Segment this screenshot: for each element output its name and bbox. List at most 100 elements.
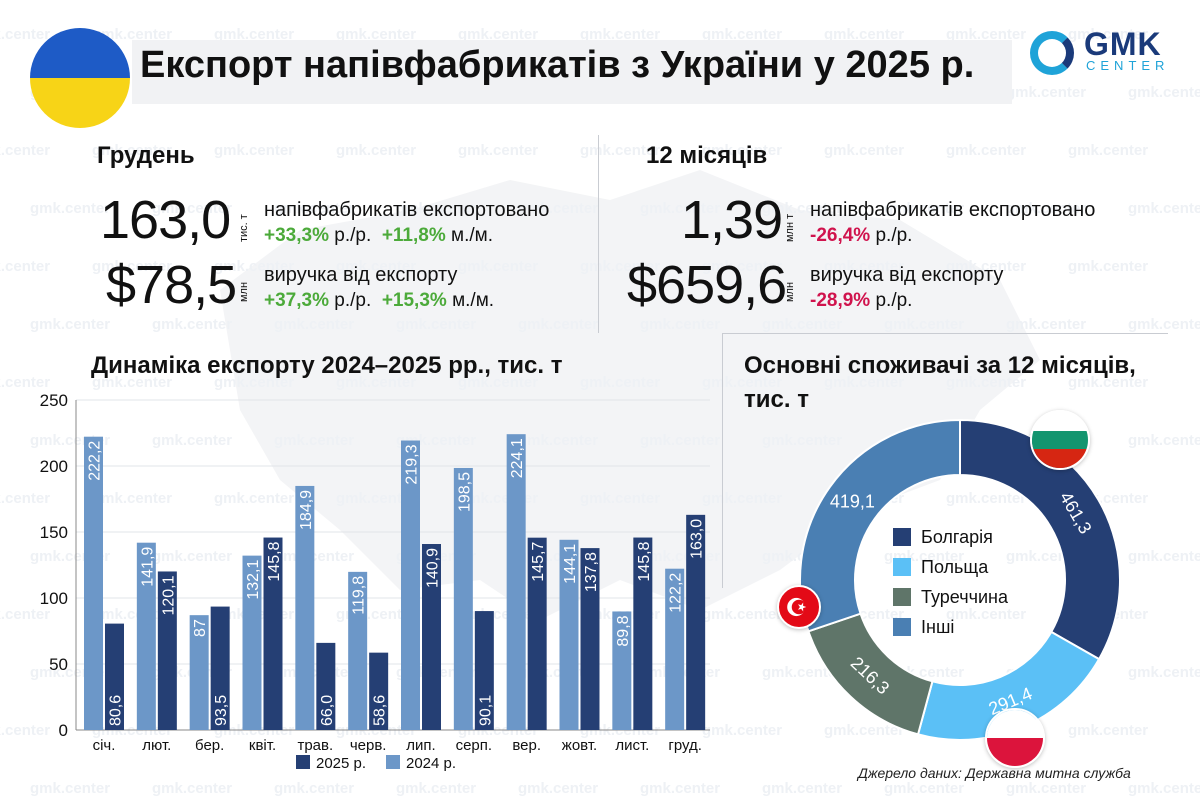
legend-label: Болгарія (921, 526, 993, 547)
december-volume-yoy: +33,3% (264, 225, 329, 246)
bar-label-2024: 141,9 (139, 547, 156, 587)
watermark-text: gmk.center (152, 780, 233, 797)
legend-swatch-2024 (386, 755, 400, 769)
bar-label-2025: 137,8 (583, 552, 600, 592)
mom-label: м./м. (451, 225, 493, 246)
watermark-text: gmk.center (640, 316, 721, 333)
bar-2025 (474, 611, 494, 730)
bar-chart-title: Динаміка експорту 2024–2025 рр., тис. т (91, 352, 563, 379)
watermark-text: gmk.center (0, 142, 51, 159)
y-tick-label: 250 (40, 391, 68, 410)
watermark-text: gmk.center (518, 780, 599, 797)
x-tick-label: лип. (406, 737, 435, 754)
watermark-text: gmk.center (946, 142, 1027, 159)
legend-label: Туреччина (921, 586, 1008, 607)
december-volume-mom: +11,8% (381, 225, 446, 246)
year-revenue-value: $659,6 (627, 255, 787, 315)
watermark-text: gmk.center (30, 780, 111, 797)
ukraine-flag-icon (30, 28, 130, 128)
bar-label-2025: 163,0 (689, 519, 706, 559)
donut-title-line1: Основні споживачі за 12 місяців, (744, 352, 1136, 380)
legend-label: Інші (921, 616, 955, 637)
bar-2025 (316, 642, 336, 730)
x-tick-label: серп. (456, 737, 492, 754)
donut-slice-others (799, 418, 961, 633)
bar-label-2024: 144,1 (562, 544, 579, 584)
x-tick-label: вер. (512, 737, 541, 754)
december-volume-desc: напівфабрикатів експортовано (264, 199, 550, 221)
watermark-text: gmk.center (1128, 316, 1200, 333)
logo-sub-text: CENTER (1086, 58, 1170, 73)
year-volume-desc: напівфабрикатів експортовано (810, 199, 1096, 221)
legend-item-bulgaria: Болгарія (893, 522, 1008, 552)
watermark-text: gmk.center (152, 316, 233, 333)
kpi-divider (598, 135, 599, 333)
watermark-text: gmk.center (458, 258, 539, 275)
legend-item-poland: Польща (893, 552, 1008, 582)
bar-label-2024: 198,5 (456, 472, 473, 512)
bar-label-2024: 122,2 (668, 573, 685, 613)
watermark-text: gmk.center (518, 316, 599, 333)
watermark-text: gmk.center (0, 258, 51, 275)
december-revenue-yoy: +37,3% (264, 290, 329, 311)
december-revenue-desc: виручка від експорту (264, 264, 458, 286)
legend-swatch (893, 528, 911, 546)
y-tick-label: 200 (40, 457, 68, 476)
watermark-text: gmk.center (396, 316, 477, 333)
bar-2024 (559, 539, 579, 730)
watermark-text: gmk.center (640, 780, 721, 797)
bar-2024 (665, 568, 685, 730)
bar-2024 (401, 440, 420, 730)
watermark-text: gmk.center (1006, 316, 1087, 333)
year-volume-unit: млн т (784, 213, 796, 242)
bar-2025 (580, 548, 600, 730)
watermark-text: gmk.center (1068, 142, 1149, 159)
watermark-text: gmk.center (336, 142, 417, 159)
poland-flag-icon (985, 708, 1045, 768)
december-heading: Грудень (97, 142, 195, 169)
watermark-text: gmk.center (0, 26, 51, 43)
bar-2025 (105, 623, 124, 730)
page-title: Експорт напівфабрикатів з України у 2025… (140, 44, 975, 86)
watermark-text: gmk.center (1128, 84, 1200, 101)
bar-label-2025: 145,7 (530, 542, 547, 582)
bar-2025 (263, 537, 283, 730)
bar-2025 (422, 544, 441, 730)
bar-label-2024: 89,8 (615, 615, 632, 646)
watermark-text: gmk.center (762, 780, 843, 797)
year-revenue-yoy: -28,9% (810, 290, 871, 311)
legend-item-turkey: Туреччина (893, 582, 1008, 612)
watermark-text: gmk.center (884, 780, 965, 797)
watermark-text: gmk.center (1006, 780, 1087, 797)
watermark-text: gmk.center (30, 200, 111, 217)
year-revenue-changes: -28,9% р./р. (810, 290, 912, 312)
x-tick-label: січ. (93, 737, 116, 754)
bar-2025 (210, 606, 230, 730)
x-tick-label: груд. (668, 737, 702, 754)
bar-2025 (369, 652, 389, 730)
bar-2025 (527, 537, 547, 730)
watermark-text: gmk.center (1128, 200, 1200, 217)
x-tick-label: квіт. (249, 737, 276, 754)
watermark-text: gmk.center (1128, 664, 1200, 681)
bar-2024 (189, 615, 209, 730)
bar-2024 (84, 436, 103, 730)
december-revenue-changes: +37,3% р./р. +15,3% м./м. (264, 290, 494, 312)
bar-2024 (242, 555, 262, 730)
y-tick-label: 150 (40, 523, 68, 542)
bar-label-2024: 132,1 (245, 560, 262, 600)
watermark-text: gmk.center (1128, 548, 1200, 565)
x-tick-label: трав. (297, 737, 333, 754)
y-tick-label: 50 (49, 655, 68, 674)
watermark-text: gmk.center (824, 142, 905, 159)
bar-2024 (295, 485, 315, 730)
year-revenue-desc: виручка від експорту (810, 264, 1004, 286)
legend-item-others: Інші (893, 612, 1008, 642)
december-volume-changes: +33,3% р./р. +11,8% м./м. (264, 225, 493, 247)
title-band (132, 40, 1012, 104)
year-volume-changes: -26,4% р./р. (810, 225, 912, 247)
bar-2024 (453, 467, 473, 730)
bar-label-2024: 222,2 (87, 441, 104, 481)
